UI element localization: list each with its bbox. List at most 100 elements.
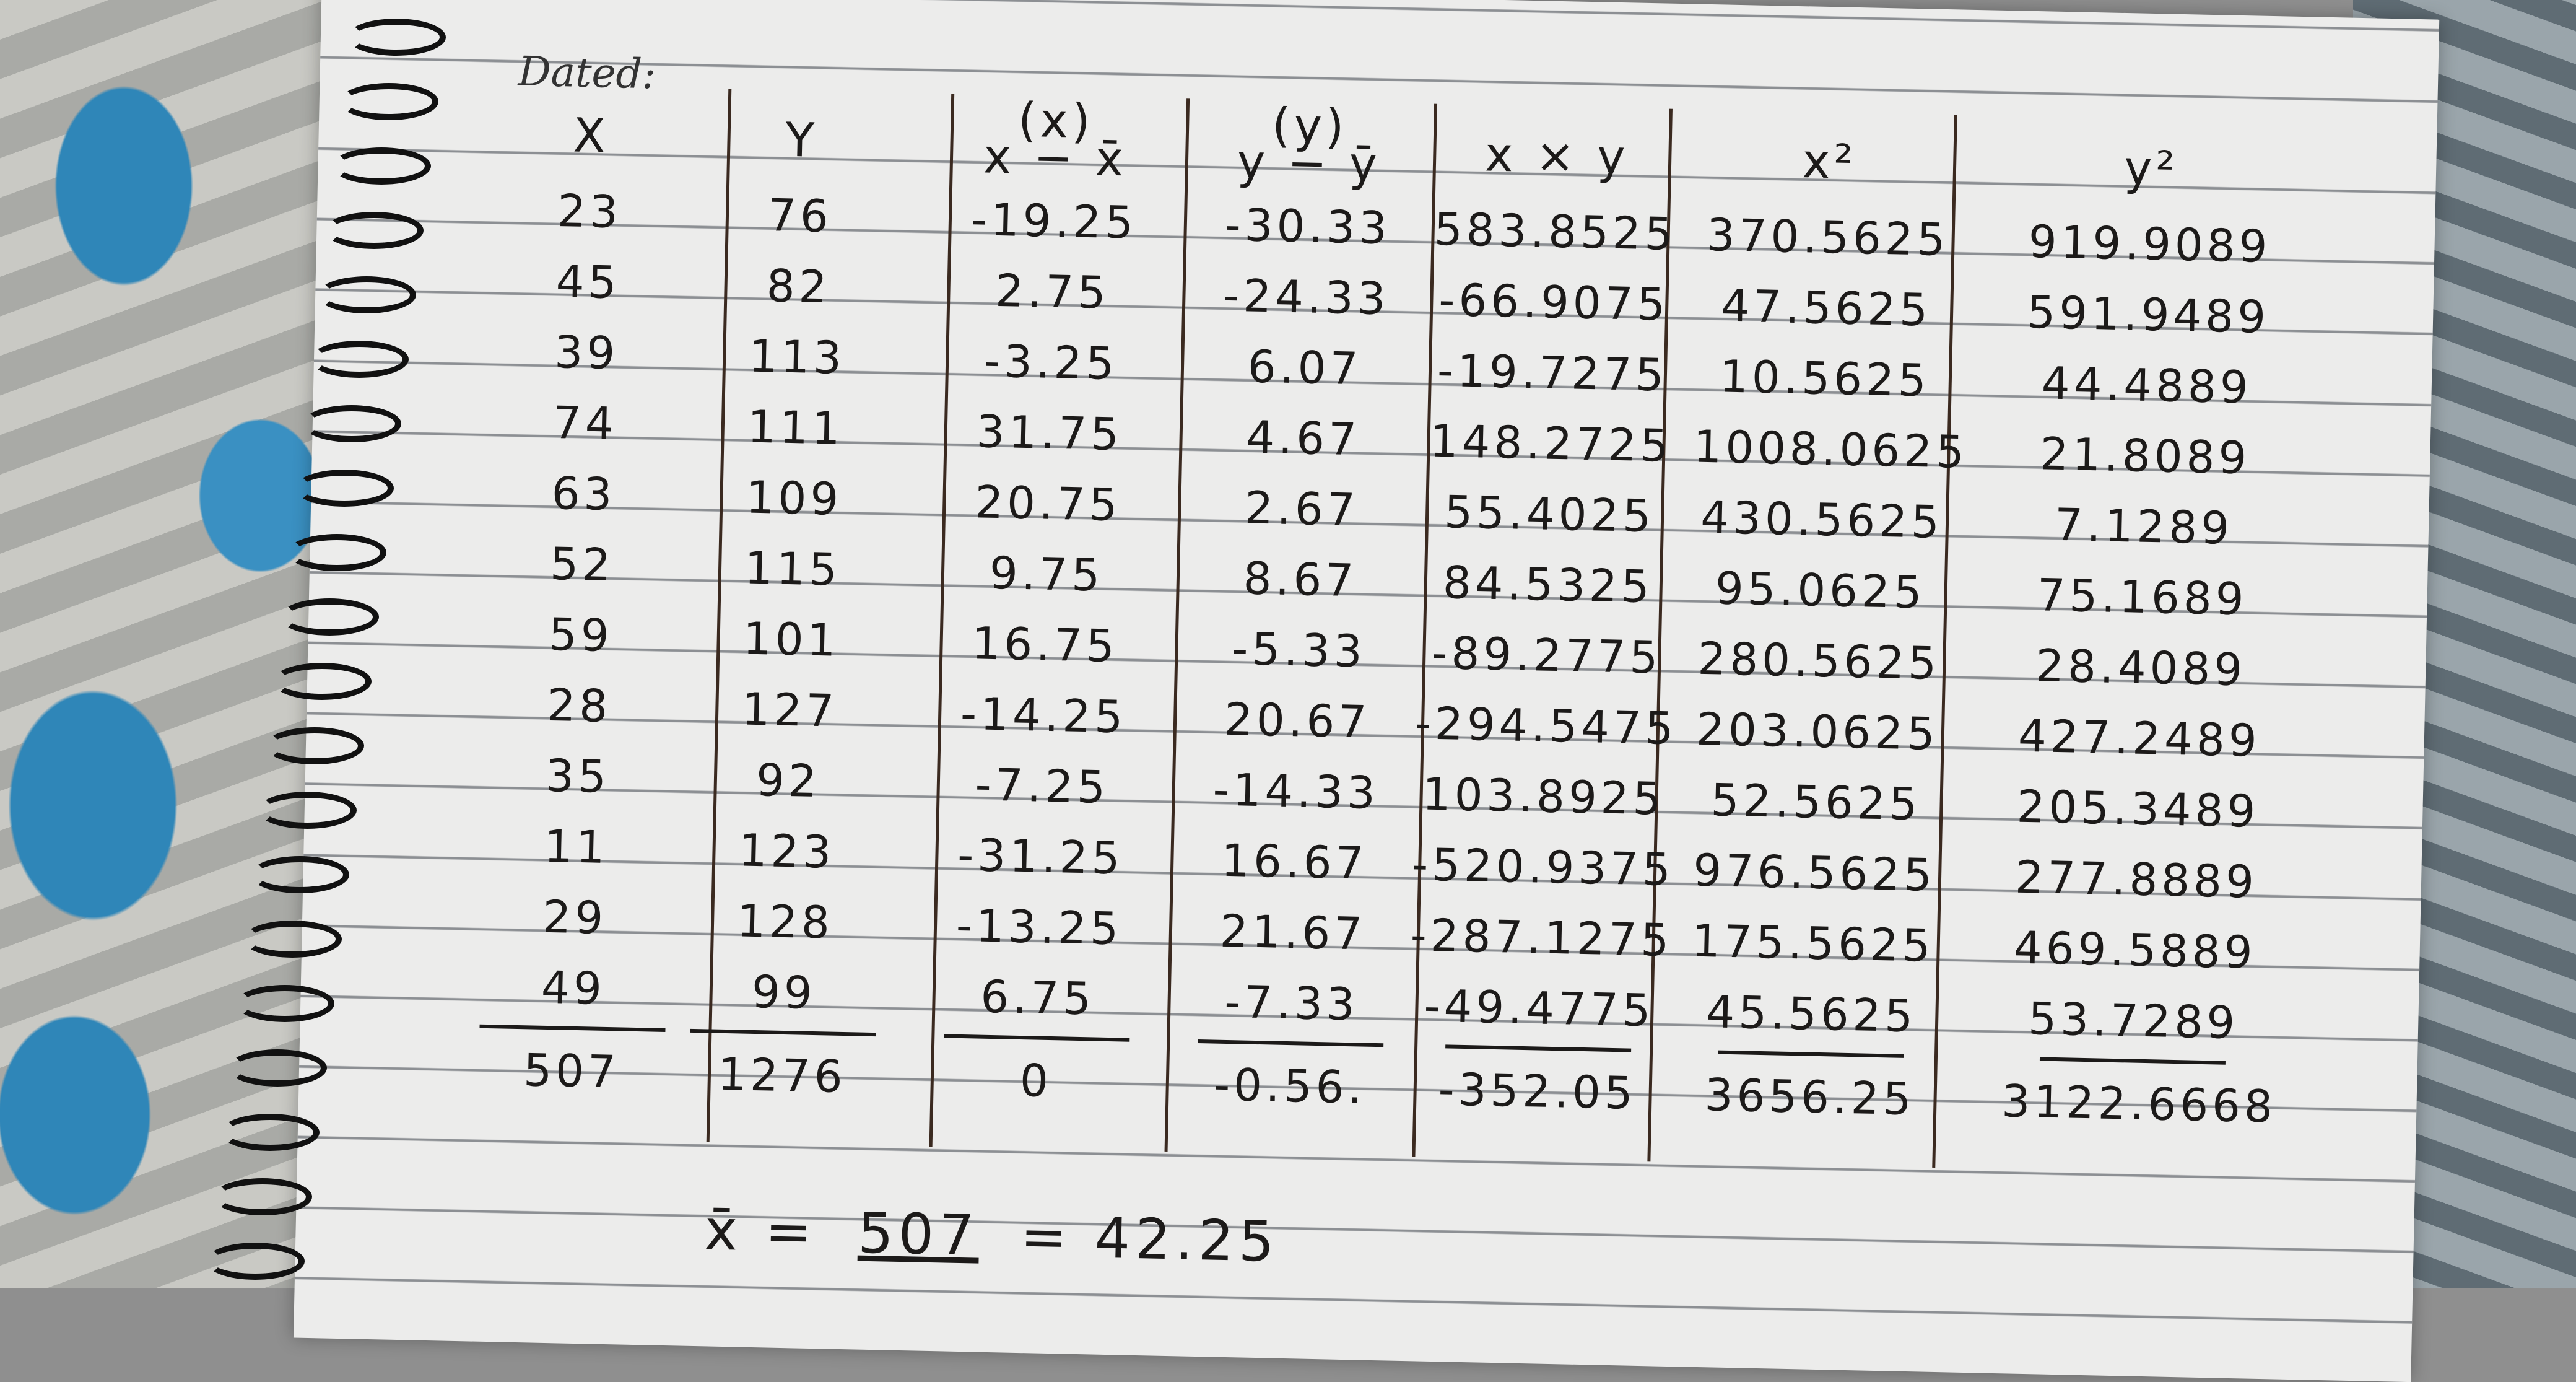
- formula-numerator: 507: [857, 1201, 980, 1269]
- cell-x2: 10.5625: [1719, 350, 1931, 407]
- spiral-ring: [302, 405, 401, 442]
- cell-xy: -287.1275: [1410, 909, 1674, 967]
- cell-x2: 370.5625: [1706, 208, 1950, 266]
- spiral-ring: [258, 792, 357, 829]
- header-dy: (y) y − ȳ: [1237, 97, 1382, 192]
- cell-dx: -31.25: [957, 828, 1125, 885]
- cell-y2: 591.9489: [2026, 286, 2270, 343]
- spiral-ring: [295, 470, 394, 507]
- cell-y2: 53.7289: [2027, 992, 2240, 1049]
- cell-y2: 28.4089: [2035, 639, 2247, 696]
- cell-y2: 21.8089: [2039, 427, 2252, 484]
- spiral-ring: [324, 212, 424, 249]
- spiral-ring: [317, 276, 416, 313]
- cell-y: 123: [738, 824, 836, 878]
- header-xy: x × y: [1484, 126, 1630, 185]
- sum-underline: [479, 1024, 666, 1032]
- cell-y: 101: [742, 612, 840, 667]
- cell-dx: 9.75: [988, 546, 1105, 601]
- cell-y2: 427.2489: [2017, 709, 2261, 767]
- cell-xy: -89.2775: [1430, 626, 1663, 684]
- cell-y2: 469.5889: [2013, 921, 2257, 979]
- cell-dy: -0.56.: [1213, 1058, 1367, 1114]
- cell-xy: -19.7275: [1437, 344, 1668, 401]
- header-y2: y²: [2123, 140, 2179, 196]
- cell-dx: 0: [1019, 1054, 1053, 1108]
- cell-y: 76: [767, 189, 833, 243]
- cell-xy: -352.05: [1437, 1063, 1637, 1119]
- cell-xy: -294.5475: [1414, 697, 1678, 755]
- cell-x2: 47.5625: [1720, 279, 1933, 336]
- spiral-ring: [347, 19, 446, 56]
- sum-underline: [1718, 1050, 1904, 1058]
- cell-xy: 84.5325: [1442, 556, 1654, 613]
- sum-underline: [690, 1028, 876, 1037]
- cell-dy: 16.67: [1221, 834, 1368, 890]
- spiral-ring: [250, 856, 349, 893]
- cell-dx: -3.25: [983, 335, 1119, 390]
- cell-x2: 3656.25: [1704, 1069, 1916, 1126]
- cell-dy: 4.67: [1245, 411, 1361, 466]
- cell-dy: 21.67: [1219, 904, 1367, 960]
- cell-dx: -7.25: [974, 758, 1110, 813]
- cell-dx: 20.75: [974, 476, 1122, 531]
- mean-formula: x̄ = 507 = 42.25: [704, 1197, 1280, 1274]
- cell-xy: -66.9075: [1438, 273, 1670, 331]
- cell-dx: 31.75: [975, 405, 1123, 461]
- spiral-ring: [332, 147, 431, 185]
- spiral-ring: [310, 341, 409, 378]
- sum-underline: [1445, 1044, 1632, 1052]
- spiral-ring: [272, 663, 372, 700]
- cell-xy: 583.8525: [1434, 203, 1677, 260]
- cell-xy: -49.4775: [1423, 979, 1655, 1037]
- cell-y: 111: [747, 400, 845, 455]
- cell-dx: 2.75: [994, 264, 1110, 319]
- cell-xy: 55.4025: [1443, 486, 1655, 543]
- cell-dy: -7.33: [1224, 975, 1359, 1031]
- cell-y2: 205.3489: [2016, 780, 2260, 838]
- cell-x2: 280.5625: [1697, 632, 1941, 689]
- cell-dy: 20.67: [1224, 693, 1372, 748]
- cell-dx: -13.25: [955, 899, 1123, 955]
- spiral-ring: [243, 921, 342, 958]
- cell-y: 113: [748, 330, 846, 384]
- spiral-ring: [206, 1243, 305, 1280]
- cell-y: 127: [741, 683, 838, 737]
- cell-dy: -14.33: [1212, 763, 1380, 820]
- cell-dy: -30.33: [1224, 198, 1391, 255]
- cell-y: 128: [736, 894, 834, 949]
- cell-y2: 919.9089: [2027, 215, 2272, 273]
- cell-dx: -14.25: [960, 687, 1128, 743]
- spiral-ring: [265, 727, 364, 764]
- spiral-ring: [235, 985, 334, 1022]
- cell-dy: -24.33: [1222, 269, 1390, 325]
- cell-x2: 203.0625: [1695, 702, 1939, 760]
- cell-y2: 277.8889: [2014, 851, 2258, 908]
- cell-y2: 44.4889: [2041, 357, 2253, 414]
- spiral-ring: [287, 534, 386, 571]
- spiral-ring: [339, 83, 438, 120]
- cell-dx: 16.75: [971, 617, 1119, 673]
- cell-xy: 103.8925: [1422, 768, 1666, 825]
- header-dx: (x) x − x̄: [983, 92, 1128, 187]
- cell-y: 92: [755, 753, 821, 808]
- cell-y: 115: [744, 541, 842, 596]
- dated-label: Dated:: [518, 47, 656, 98]
- cell-y2: 75.1689: [2036, 569, 2248, 626]
- cell-x2: 45.5625: [1705, 986, 1918, 1043]
- cell-y: 1276: [717, 1047, 847, 1103]
- cell-xy: -520.9375: [1411, 838, 1675, 896]
- sum-underline: [2039, 1057, 2226, 1065]
- cell-y2: 7.1289: [2054, 498, 2234, 554]
- cell-dy: 2.67: [1244, 481, 1360, 536]
- cell-dy: -5.33: [1231, 623, 1367, 678]
- header-x2: x²: [1801, 133, 1857, 190]
- cell-dy: 8.67: [1242, 552, 1358, 607]
- cell-x2: 175.5625: [1691, 914, 1935, 972]
- cell-dx: 6.75: [980, 970, 1095, 1025]
- formula-lhs: x̄ =: [703, 1197, 818, 1266]
- cell-x2: 1008.0625: [1692, 420, 1969, 478]
- formula-rhs: = 42.25: [1019, 1204, 1280, 1275]
